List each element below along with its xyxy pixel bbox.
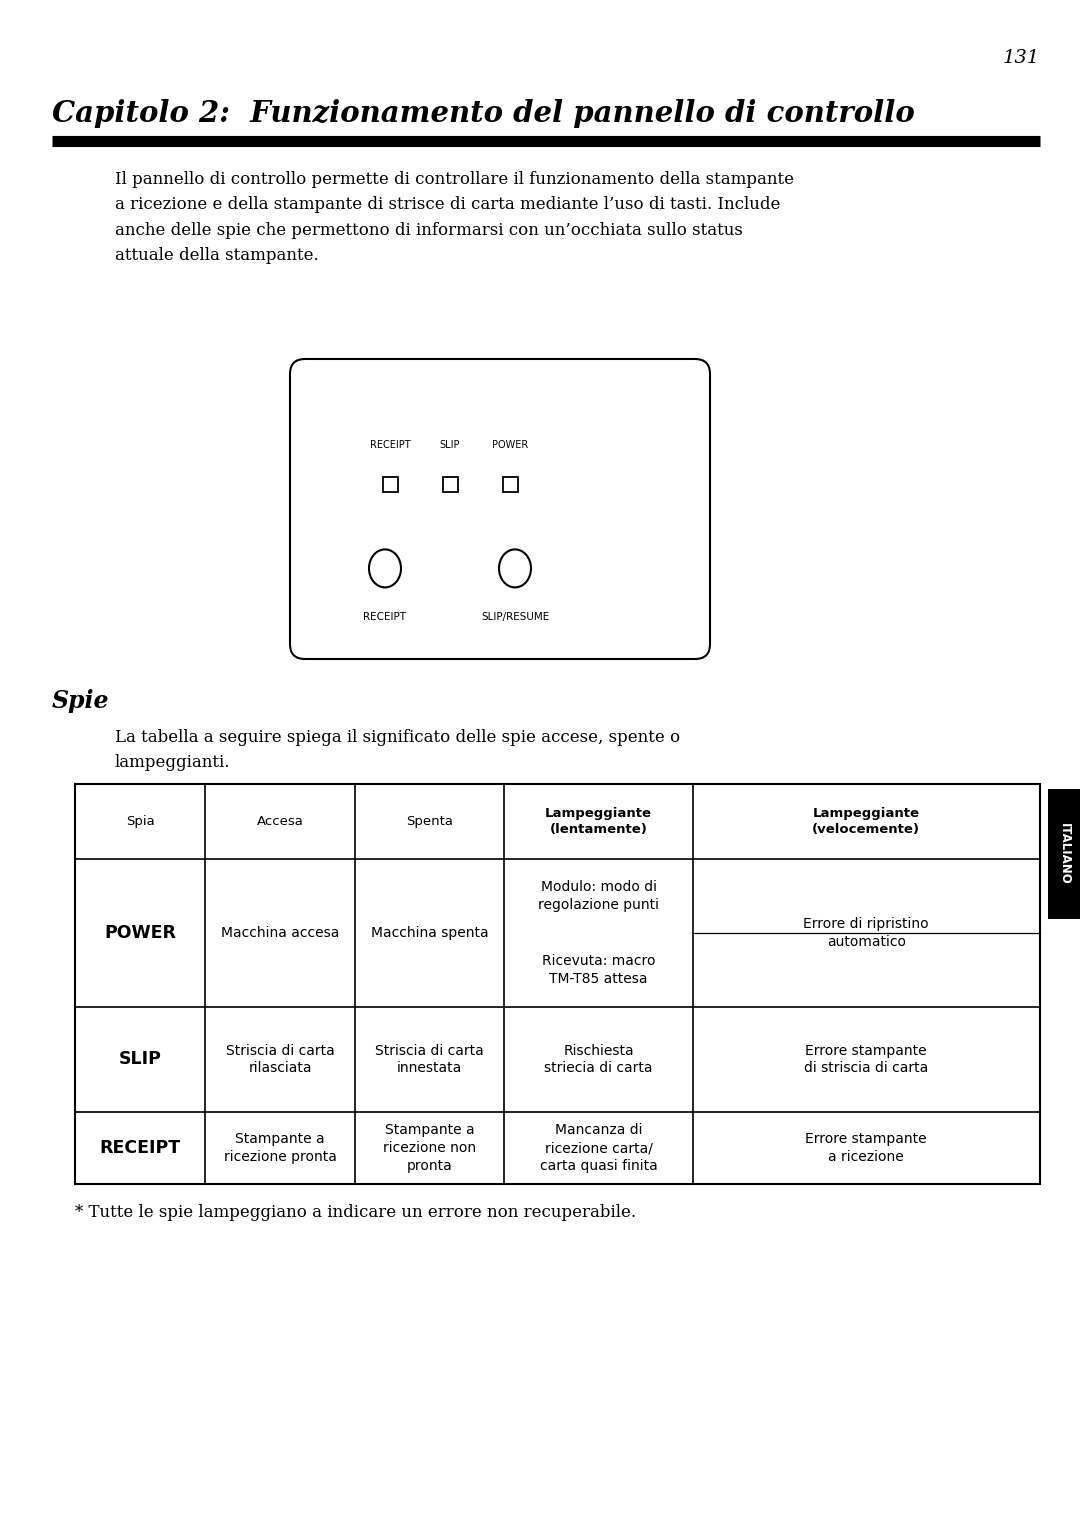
Text: POWER: POWER (491, 440, 528, 450)
Bar (443, 477, 458, 492)
Text: ITALIANO: ITALIANO (1057, 823, 1070, 885)
Text: POWER: POWER (104, 924, 176, 942)
Text: Rischiesta
striecia di carta: Rischiesta striecia di carta (544, 1044, 652, 1075)
Text: Ricevuta: macro
TM-T85 attesa: Ricevuta: macro TM-T85 attesa (542, 954, 656, 986)
Text: RECEIPT: RECEIPT (369, 440, 410, 450)
Text: Stampante a
ricezione pronta: Stampante a ricezione pronta (224, 1131, 337, 1164)
Text: SLIP/RESUME: SLIP/RESUME (481, 612, 549, 622)
Text: Modulo: modo di
regolazione punti: Modulo: modo di regolazione punti (538, 881, 659, 911)
Text: Striscia di carta
rilasciata: Striscia di carta rilasciata (226, 1044, 335, 1075)
Text: Accesa: Accesa (257, 815, 303, 829)
Text: Lampeggiante
(velocemente): Lampeggiante (velocemente) (812, 807, 920, 836)
Text: Capitolo 2:  Funzionamento del pannello di controllo: Capitolo 2: Funzionamento del pannello d… (52, 99, 915, 128)
Ellipse shape (499, 549, 531, 587)
Ellipse shape (369, 549, 401, 587)
Text: Errore di ripristino
automatico: Errore di ripristino automatico (804, 917, 929, 950)
Text: 131: 131 (1003, 49, 1040, 67)
Text: Spie: Spie (52, 690, 109, 713)
Text: Stampante a
ricezione non
pronta: Stampante a ricezione non pronta (383, 1124, 476, 1173)
Text: Il pannello di controllo permette di controllare il funzionamento della stampant: Il pannello di controllo permette di con… (114, 171, 794, 265)
Text: Spenta: Spenta (406, 815, 454, 829)
Text: Spia: Spia (125, 815, 154, 829)
Bar (1048, 789, 1080, 919)
Text: Errore stampante
di striscia di carta: Errore stampante di striscia di carta (805, 1044, 929, 1075)
Text: RECEIPT: RECEIPT (99, 1139, 180, 1157)
Text: Errore stampante
a ricezione: Errore stampante a ricezione (806, 1131, 927, 1164)
Text: Striscia di carta
innestata: Striscia di carta innestata (375, 1044, 484, 1075)
FancyBboxPatch shape (291, 359, 710, 659)
Text: Macchina spenta: Macchina spenta (370, 927, 488, 940)
Bar (502, 477, 517, 492)
Text: La tabella a seguire spiega il significato delle spie accese, spente o
lampeggia: La tabella a seguire spiega il significa… (114, 729, 680, 772)
Text: Macchina accesa: Macchina accesa (221, 927, 339, 940)
Text: SLIP: SLIP (440, 440, 460, 450)
Text: SLIP: SLIP (119, 1050, 162, 1069)
Text: RECEIPT: RECEIPT (364, 612, 406, 622)
Text: * Tutte le spie lampeggiano a indicare un errore non recuperabile.: * Tutte le spie lampeggiano a indicare u… (75, 1203, 636, 1222)
Text: Lampeggiante
(lentamente): Lampeggiante (lentamente) (545, 807, 652, 836)
Bar (75, 784, 1040, 1183)
Bar (382, 477, 397, 492)
Text: Mancanza di
ricezione carta/
carta quasi finita: Mancanza di ricezione carta/ carta quasi… (540, 1124, 658, 1173)
